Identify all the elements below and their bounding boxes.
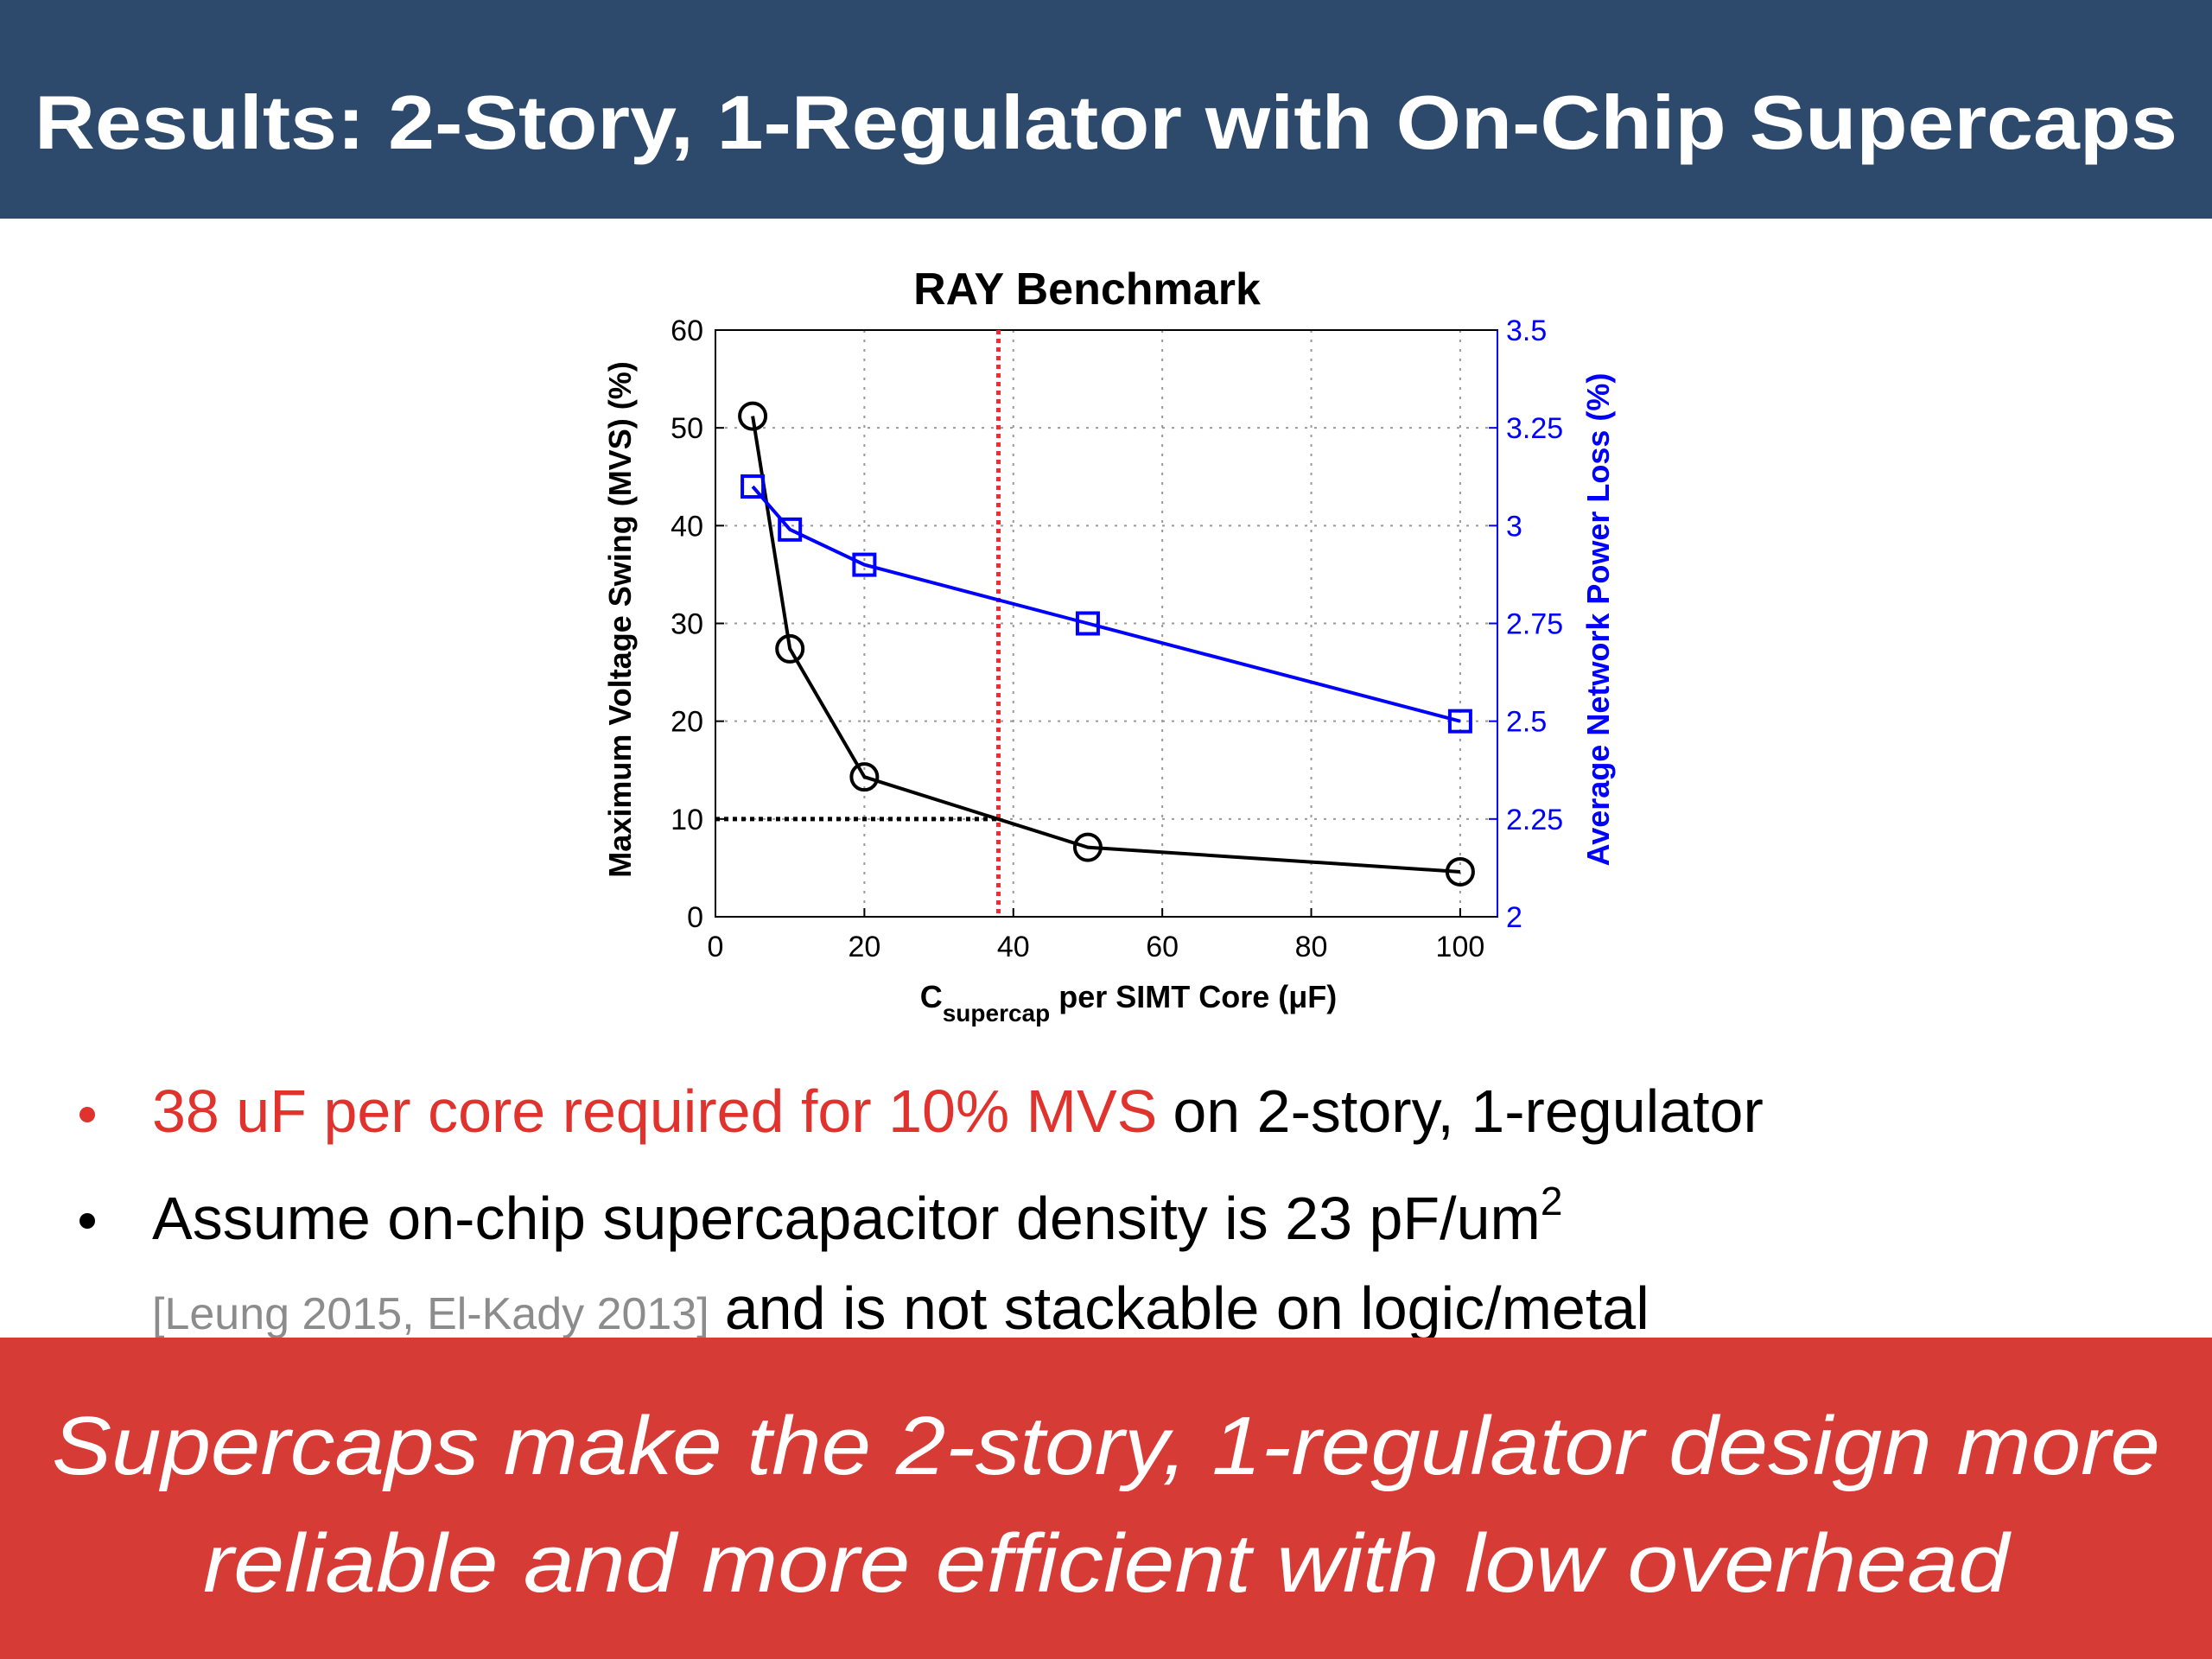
marker: [1075, 611, 1100, 636]
chart-title: RAY Benchmark: [913, 264, 1261, 315]
bullet-continuation: [Leung 2015, El-Kady 2013] and is not sta…: [152, 1274, 1649, 1342]
bullet: Assume on-chip supercapacitor density is…: [152, 1179, 1562, 1252]
y2-tick-label: 2: [1506, 901, 1522, 934]
marker: [1447, 709, 1472, 734]
x-tick-label: 20: [848, 931, 880, 963]
marker: [852, 552, 877, 577]
marker: [778, 517, 803, 542]
bullet-highlight: 38 uF per core required for 10% MVS: [152, 1077, 1157, 1145]
bullet-text: and is not stackable on logic/metal: [725, 1274, 1649, 1342]
x-tick-label: 40: [997, 931, 1030, 963]
x-tick-label: 0: [708, 931, 724, 963]
marker: [775, 633, 805, 664]
y-axis-label: Maximum Voltage Swing (MVS) (%): [602, 361, 638, 877]
marker: [738, 401, 768, 431]
y-tick-label: 30: [671, 608, 703, 641]
slide-title: Results: 2-Story, 1-Regulator with On-Ch…: [35, 79, 2177, 165]
y2-tick-label: 2.5: [1506, 706, 1547, 739]
bullet-dot: [79, 1107, 95, 1122]
banner-line: Supercaps make the 2-story, 1-regulator …: [52, 1400, 2160, 1492]
series-line: [751, 416, 1461, 874]
x-tick-label: 80: [1295, 931, 1328, 963]
marker: [1072, 832, 1103, 862]
x-axis-label-rest: per SIMT Core (μF): [1058, 979, 1337, 1014]
y2-tick-label: 3.25: [1506, 412, 1563, 445]
y-tick-label: 40: [671, 510, 703, 543]
banner-line: reliable and more efficient with low ove…: [203, 1517, 2012, 1610]
x-axis-label: Csupercap per SIMT Core (μF): [920, 979, 1338, 1027]
y2-tick-label: 2.25: [1506, 804, 1563, 836]
series-line: [751, 485, 1461, 723]
y2-tick-label: 3.5: [1506, 315, 1547, 347]
y-tick-label: 50: [671, 412, 703, 445]
x-tick-label: 60: [1146, 931, 1179, 963]
bullet-dot: [79, 1213, 95, 1229]
y-tick-label: 20: [671, 706, 703, 739]
plot: 0 20 40 60 80 100 0 10 20 30 40 50 60 2 2.25 2.5 2.75 3 3.…: [671, 315, 1563, 963]
y2-tick-label: 3: [1506, 510, 1522, 543]
x-axis-label-subscript: supercap: [943, 1000, 1051, 1027]
marker: [741, 474, 766, 499]
y-tick-label: 10: [671, 804, 703, 836]
citation: [Leung 2015, El-Kady 2013]: [152, 1289, 709, 1339]
bullet: 38 uF per core required for 10% MVS on 2-…: [152, 1077, 1764, 1145]
y-tick-label: 0: [687, 901, 703, 934]
marker: [1445, 856, 1475, 887]
x-axis-label-main: C: [920, 979, 943, 1014]
bullet-text: Assume on-chip supercapacitor density is…: [152, 1185, 1541, 1252]
header-bar: [0, 0, 2212, 219]
bullet-text: on 2-story, 1-regulator: [1173, 1077, 1763, 1145]
y-tick-label: 60: [671, 315, 703, 347]
y2-tick-label: 2.75: [1506, 608, 1563, 641]
banner: [0, 1338, 2212, 1659]
y2-axis-label: Average Network Power Loss (%): [1580, 373, 1616, 867]
marker: [849, 762, 880, 792]
bullet-superscript: 2: [1541, 1179, 1563, 1224]
x-tick-label: 100: [1436, 931, 1485, 963]
